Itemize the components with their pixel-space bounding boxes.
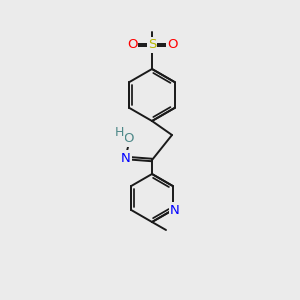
Text: H: H [114, 125, 124, 139]
Text: O: O [167, 38, 177, 52]
Text: O: O [124, 133, 134, 146]
Text: N: N [170, 203, 180, 217]
Text: O: O [127, 38, 137, 52]
Text: N: N [121, 152, 131, 164]
Text: S: S [148, 38, 156, 52]
